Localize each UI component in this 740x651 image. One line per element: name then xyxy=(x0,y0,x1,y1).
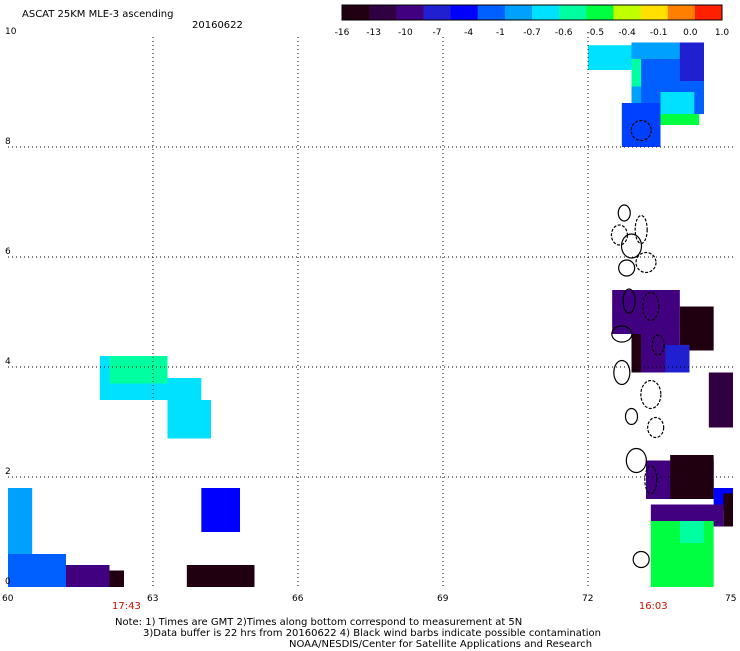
colorbar-swatch xyxy=(694,5,723,20)
data-cell xyxy=(660,92,695,114)
time-label-left: 17:43 xyxy=(112,601,141,612)
colorbar-label: -4 xyxy=(464,28,474,38)
island-outline xyxy=(624,407,639,426)
y-tick-label: 0 xyxy=(5,577,11,587)
island-outline xyxy=(625,447,647,474)
island-outline xyxy=(642,291,660,322)
colorbar-swatch xyxy=(532,5,560,20)
colorbar-swatch xyxy=(667,5,696,20)
island-outline xyxy=(640,379,662,410)
x-tick-label: 72 xyxy=(582,594,594,604)
data-cell xyxy=(8,554,66,587)
data-cell xyxy=(631,59,642,87)
island-outline xyxy=(611,325,633,343)
island-outline xyxy=(613,359,631,386)
colorbar-label: -0.6 xyxy=(554,28,573,38)
colorbar-label: -0.1 xyxy=(649,28,668,38)
data-cell xyxy=(8,488,33,560)
island-outline xyxy=(644,465,658,495)
x-tick-label: 60 xyxy=(2,594,14,604)
island-outline xyxy=(634,214,648,245)
island-outline xyxy=(610,224,629,246)
grid-lines xyxy=(8,37,733,587)
data-cell xyxy=(109,570,124,587)
colorbar-swatch xyxy=(613,5,642,20)
data-cell xyxy=(612,290,680,334)
y-tick-label: 6 xyxy=(5,247,11,257)
island-outline xyxy=(630,119,652,142)
colorbar-swatch xyxy=(396,5,424,20)
data-cell xyxy=(109,356,168,384)
time-label-right: 16:03 xyxy=(638,601,668,612)
colorbar-swatch xyxy=(640,5,669,20)
island-outline xyxy=(632,550,650,569)
y-tick-label: 10 xyxy=(5,27,17,37)
colorbar-label: -10 xyxy=(397,28,413,38)
x-tick-label: 69 xyxy=(437,594,449,604)
wind-data-layer xyxy=(8,42,733,587)
data-cell xyxy=(679,42,704,81)
data-cell xyxy=(186,565,255,587)
colorbar-swatch xyxy=(477,5,506,20)
colorbar-label: -0.7 xyxy=(523,28,541,38)
island-outline xyxy=(617,204,631,222)
data-cell xyxy=(177,400,211,439)
note-line-3: NOAA/NESDIS/Center for Satellite Applica… xyxy=(289,639,593,650)
colorbar-frame xyxy=(341,4,723,21)
colorbar-swatch xyxy=(586,5,614,20)
x-tick-label: 66 xyxy=(292,594,304,604)
data-cell xyxy=(708,389,733,428)
colorbar-swatch xyxy=(504,5,533,20)
map-title: ASCAT 25KM MLE-3 ascending xyxy=(22,9,174,20)
colorbar-swatch xyxy=(423,5,452,20)
x-tick-label: 75 xyxy=(725,594,737,604)
colorbar-swatch xyxy=(342,5,370,20)
data-cell xyxy=(66,565,110,587)
data-cell xyxy=(723,493,733,527)
coastline-layer xyxy=(610,119,665,569)
data-cell xyxy=(201,488,240,532)
colorbar-label: -0.4 xyxy=(618,28,636,38)
note-line-1: Note: 1) Times are GMT 2)Times along bot… xyxy=(115,617,523,628)
data-cell xyxy=(621,103,661,147)
colorbar-label: -16 xyxy=(334,28,350,38)
data-cell xyxy=(708,372,733,389)
island-outline xyxy=(647,416,665,439)
data-cell xyxy=(679,306,714,351)
colorbar-label: -1 xyxy=(495,28,505,38)
x-tick-label: 63 xyxy=(147,594,159,604)
colorbar xyxy=(341,4,723,21)
colorbar-label: -7 xyxy=(432,28,442,38)
data-cell xyxy=(679,521,704,543)
data-cell xyxy=(670,455,714,499)
y-tick-label: 8 xyxy=(5,137,11,147)
y-tick-label: 4 xyxy=(5,357,11,367)
island-outline xyxy=(622,288,636,314)
island-outline xyxy=(635,251,657,274)
colorbar-swatch xyxy=(450,5,479,20)
y-tick-label: 2 xyxy=(5,467,11,477)
colorbar-label: -13 xyxy=(366,28,382,38)
map-date: 20160622 xyxy=(192,20,243,31)
data-cell xyxy=(665,345,690,373)
island-outline xyxy=(651,334,665,356)
island-outline xyxy=(620,233,643,259)
colorbar-swatch xyxy=(369,5,397,20)
island-outline xyxy=(618,259,636,277)
colorbar-label: 0.0 xyxy=(683,28,698,38)
colorbar-label: -0.5 xyxy=(586,28,605,38)
colorbar-label: 1.0 xyxy=(714,28,730,38)
data-cell xyxy=(631,334,642,373)
note-line-2: 3)Data buffer is 22 hrs from 20160622 4)… xyxy=(143,628,601,639)
data-cell xyxy=(660,114,700,125)
colorbar-swatch xyxy=(559,5,587,20)
